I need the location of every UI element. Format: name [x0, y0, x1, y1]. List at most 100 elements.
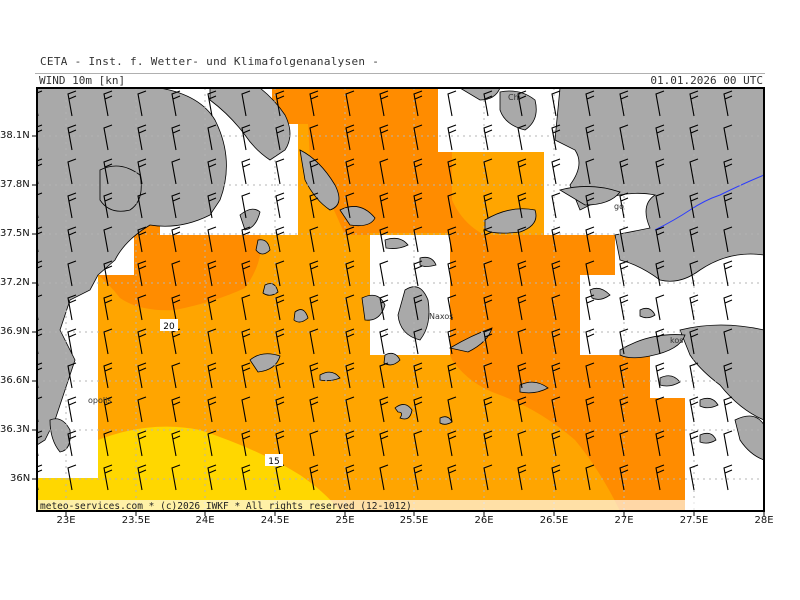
- wind-barb: [103, 294, 113, 321]
- wind-barb: [103, 328, 113, 355]
- wind-barb: [137, 294, 147, 321]
- milos-island: [249, 353, 281, 373]
- wind-barb: [379, 90, 389, 117]
- wind-barb: [37, 124, 43, 151]
- wind-barb: [517, 396, 527, 423]
- wind-barb: [517, 430, 527, 457]
- lon-label-23-5: 23.5E: [121, 515, 151, 526]
- ios-island: [383, 352, 401, 366]
- wind-barb: [345, 192, 355, 219]
- wind-barb: [689, 124, 699, 151]
- wind-barb: [67, 124, 77, 151]
- wind-barb: [619, 294, 629, 321]
- wind-barb: [447, 90, 457, 117]
- lesvos-edge: [459, 88, 501, 101]
- wind-barb: [551, 464, 561, 491]
- wind-barb: [447, 430, 457, 457]
- wind-field-20-25-north: [272, 88, 545, 245]
- wind-barb: [207, 90, 217, 117]
- wind-barb: [379, 464, 389, 491]
- wind-barb: [309, 396, 319, 423]
- wind-barb: [345, 294, 355, 321]
- wind-barb: [413, 90, 423, 117]
- wind-barb: [275, 192, 285, 219]
- wind-barb: [241, 226, 251, 253]
- wind-barb: [67, 464, 77, 491]
- wind-barb: [413, 328, 423, 355]
- footer-band: [37, 500, 764, 511]
- kythnos-island: [255, 239, 271, 255]
- turkey-southwest: [679, 324, 764, 421]
- wind-barb: [447, 294, 457, 321]
- wind-barb: [655, 260, 665, 287]
- wind-barb: [67, 362, 77, 389]
- wind-barb: [483, 124, 493, 151]
- place-labels: Naxos Chi go kos opolis: [88, 93, 683, 405]
- tinos-island: [384, 237, 409, 249]
- wind-barb: [345, 90, 355, 117]
- wind-barb: [447, 226, 457, 253]
- wind-barb: [689, 192, 699, 219]
- map-body: 20 15 Naxos Chi go kos opolis meteo-serv…: [37, 88, 764, 511]
- wind-barb: [413, 158, 423, 185]
- wind-barb: [171, 430, 181, 457]
- wind-barb: [171, 226, 181, 253]
- wind-barb: [171, 192, 181, 219]
- wind-barb: [379, 362, 389, 389]
- wind-barb: [171, 396, 181, 423]
- wind-barb: [103, 260, 113, 287]
- wind-barb: [447, 464, 457, 491]
- wind-barb: [207, 226, 217, 253]
- wind-barb: [619, 158, 629, 185]
- wind-barb: [655, 328, 665, 355]
- wind-barb: [275, 294, 285, 321]
- wind-barb: [37, 90, 43, 117]
- wind-barb: [207, 260, 217, 287]
- wind-barb: [689, 430, 699, 457]
- wind-barb: [551, 362, 561, 389]
- serifos-island: [262, 283, 279, 296]
- wind-barb: [137, 464, 147, 491]
- wind-barb: [103, 192, 113, 219]
- patmos-island: [589, 287, 611, 300]
- wind-barb: [37, 362, 43, 389]
- wind-barb: [67, 192, 77, 219]
- wind-barb: [517, 124, 527, 151]
- karpathos-edge: [699, 432, 717, 444]
- wind-barb: [137, 396, 147, 423]
- wind-barb: [275, 226, 285, 253]
- wind-barb: [241, 430, 251, 457]
- wind-barb: [551, 124, 561, 151]
- wind-barb: [413, 124, 423, 151]
- wind-barb: [585, 464, 595, 491]
- wind-barb: [585, 192, 595, 219]
- wind-barb: [655, 396, 665, 423]
- santorini-island: [394, 404, 413, 420]
- wind-barb: [103, 124, 113, 151]
- wind-barb: [309, 90, 319, 117]
- paros-island: [361, 294, 386, 321]
- kythira-island: [49, 418, 71, 453]
- wind-barb: [447, 328, 457, 355]
- wind-barb: [207, 192, 217, 219]
- wind-barb: [517, 226, 527, 253]
- wind-barb: [275, 328, 285, 355]
- wind-barb: [275, 158, 285, 185]
- wind-barb: [37, 396, 43, 423]
- wind-barb: [309, 192, 319, 219]
- wind-barb: [275, 362, 285, 389]
- wind-barb: [483, 260, 493, 287]
- place-label-chios: Chi: [508, 93, 521, 102]
- wind-barb: [137, 362, 147, 389]
- wind-barb: [241, 396, 251, 423]
- wind-barb: [379, 226, 389, 253]
- wind-barb: [585, 396, 595, 423]
- wind-barb: [551, 260, 561, 287]
- wind-barb: [447, 192, 457, 219]
- wind-barb: [483, 464, 493, 491]
- anafi-island: [439, 416, 453, 425]
- nisyros-island: [659, 375, 681, 387]
- wind-barb: [447, 124, 457, 151]
- wind-barb: [207, 362, 217, 389]
- wind-barb: [585, 328, 595, 355]
